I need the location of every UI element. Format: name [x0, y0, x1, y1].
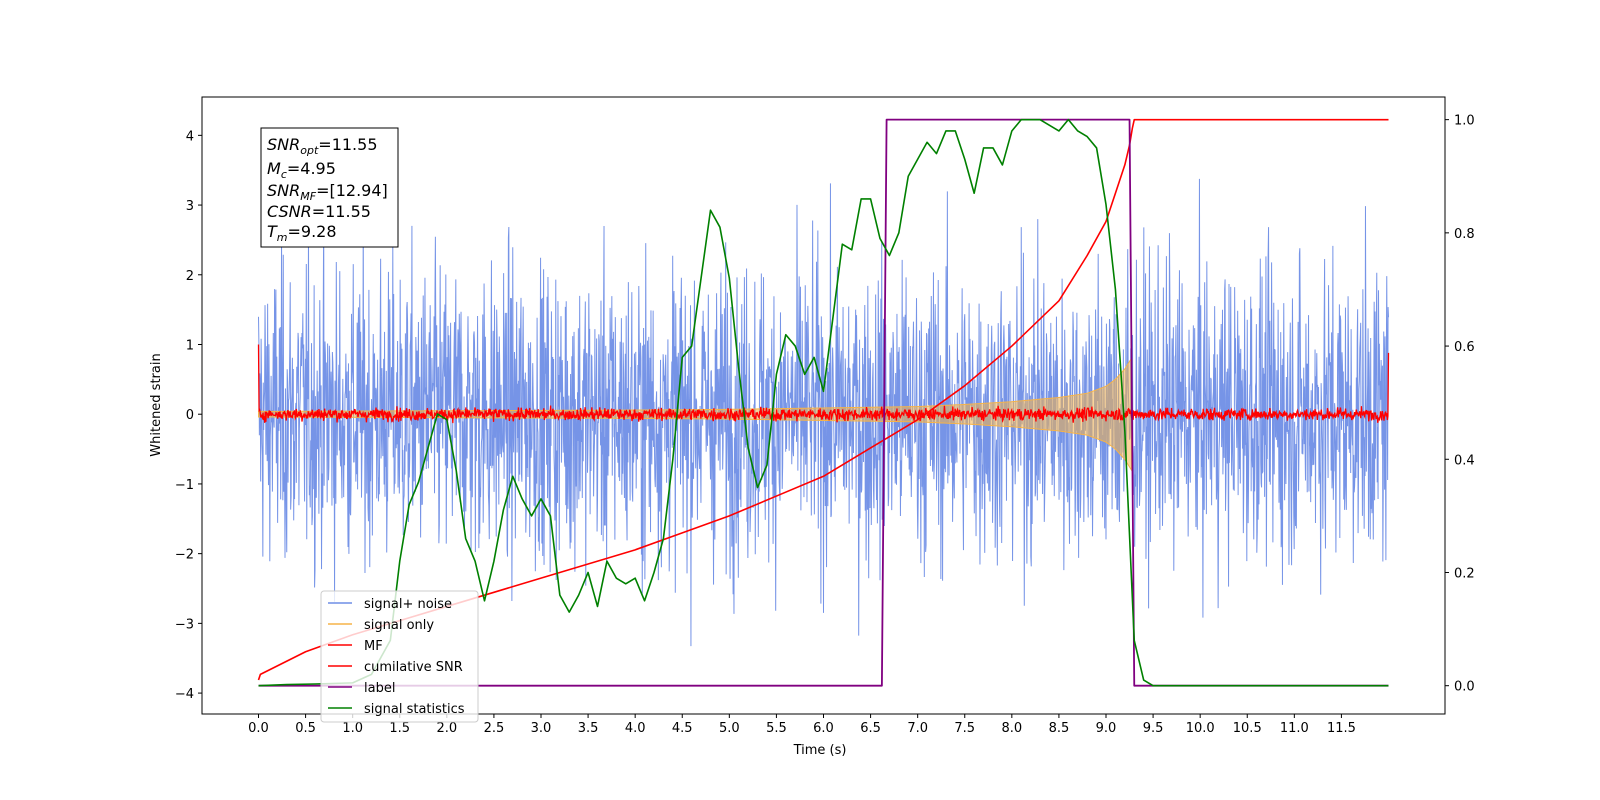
y-right-tick-label: 0.6: [1454, 340, 1475, 355]
legend-item-label: label: [364, 681, 395, 696]
y-left-tick-label: 0: [186, 408, 194, 423]
info-csnr: CSNR=11.55: [267, 202, 371, 221]
info-snr-mf: SNRMF=[12.94]: [267, 181, 388, 203]
y-right-tick-label: 0.2: [1454, 566, 1475, 581]
y-left-tick-label: 3: [186, 199, 194, 214]
info-snr-opt: SNRopt=11.55: [267, 135, 378, 157]
series-signal-noise: [258, 178, 1389, 647]
x-tick-label: 6.5: [860, 721, 881, 736]
y-left-tick-label: 1: [186, 338, 194, 353]
info-tm: Tm=9.28: [267, 222, 337, 244]
x-tick-label: 0.5: [295, 721, 316, 736]
x-tick-label: 8.0: [1001, 721, 1022, 736]
x-tick-label: 11.0: [1280, 721, 1309, 736]
x-tick-label: 6.0: [813, 721, 834, 736]
legend-item-label: MF: [364, 639, 383, 654]
legend-item-label: signal statistics: [364, 702, 465, 717]
y-axis-left: −4 −3 −2 −1 0 1 2 3 4: [175, 129, 202, 702]
x-tick-label: 2.5: [484, 721, 505, 736]
legend-item-label: signal only: [364, 618, 434, 633]
x-tick-label: 2.0: [436, 721, 457, 736]
y-left-tick-label: −2: [175, 548, 194, 563]
x-tick-label: 9.5: [1143, 721, 1164, 736]
x-tick-label: 0.0: [248, 721, 269, 736]
x-tick-label: 9.0: [1096, 721, 1117, 736]
legend: signal+ noise signal only MF cumilative SNR…: [320, 590, 479, 723]
x-tick-label: 5.5: [766, 721, 787, 736]
legend-item-label: signal+ noise: [364, 597, 452, 612]
x-tick-label: 5.0: [719, 721, 740, 736]
x-tick-label: 7.0: [907, 721, 928, 736]
x-tick-label: 10.0: [1186, 721, 1215, 736]
series-mf: [257, 344, 1390, 424]
x-tick-label: 3.5: [578, 721, 599, 736]
y-right-tick-label: 0.4: [1454, 453, 1475, 468]
legend-frame: [320, 590, 479, 723]
y-left-tick-label: −4: [175, 687, 194, 702]
x-tick-label: 7.5: [954, 721, 975, 736]
legend-item-label: cumilative SNR: [364, 660, 463, 675]
y-left-tick-label: 2: [186, 269, 194, 284]
plot-area: [201, 96, 1446, 715]
info-mc: Mc=4.95: [267, 159, 336, 181]
y-right-tick-label: 0.0: [1454, 680, 1475, 695]
x-tick-label: 8.5: [1049, 721, 1070, 736]
x-tick-label: 10.5: [1233, 721, 1262, 736]
x-axis-label: Time (s): [793, 743, 847, 758]
y-right-tick-label: 1.0: [1454, 114, 1475, 129]
series-layer: [257, 118, 1390, 687]
y-right-tick-label: 0.8: [1454, 227, 1475, 242]
x-tick-label: 4.0: [625, 721, 646, 736]
x-axis: 0.0 0.5 1.0 1.5 2.0 2.5 3.0 3.5 4.0 4.5 5.0 5.5 6.0 6…: [248, 714, 1356, 736]
x-tick-label: 4.5: [672, 721, 693, 736]
info-box: SNRopt=11.55 Mc=4.95 SNRMF=[12.94] CSNR=…: [260, 127, 399, 248]
y-left-tick-label: −1: [175, 478, 194, 493]
y-axis-right: 0.0 0.2 0.4 0.6 0.8 1.0: [1445, 114, 1475, 695]
x-tick-label: 1.5: [389, 721, 410, 736]
x-tick-label: 3.0: [531, 721, 552, 736]
y-left-tick-label: 4: [186, 129, 194, 144]
y-axis-label: Whitened strain: [149, 353, 164, 456]
x-tick-label: 11.5: [1327, 721, 1356, 736]
info-box-frame: [260, 127, 399, 248]
x-tick-label: 1.0: [342, 721, 363, 736]
series-signal-statistics: [258, 118, 1389, 687]
y-left-tick-label: −3: [175, 617, 194, 632]
